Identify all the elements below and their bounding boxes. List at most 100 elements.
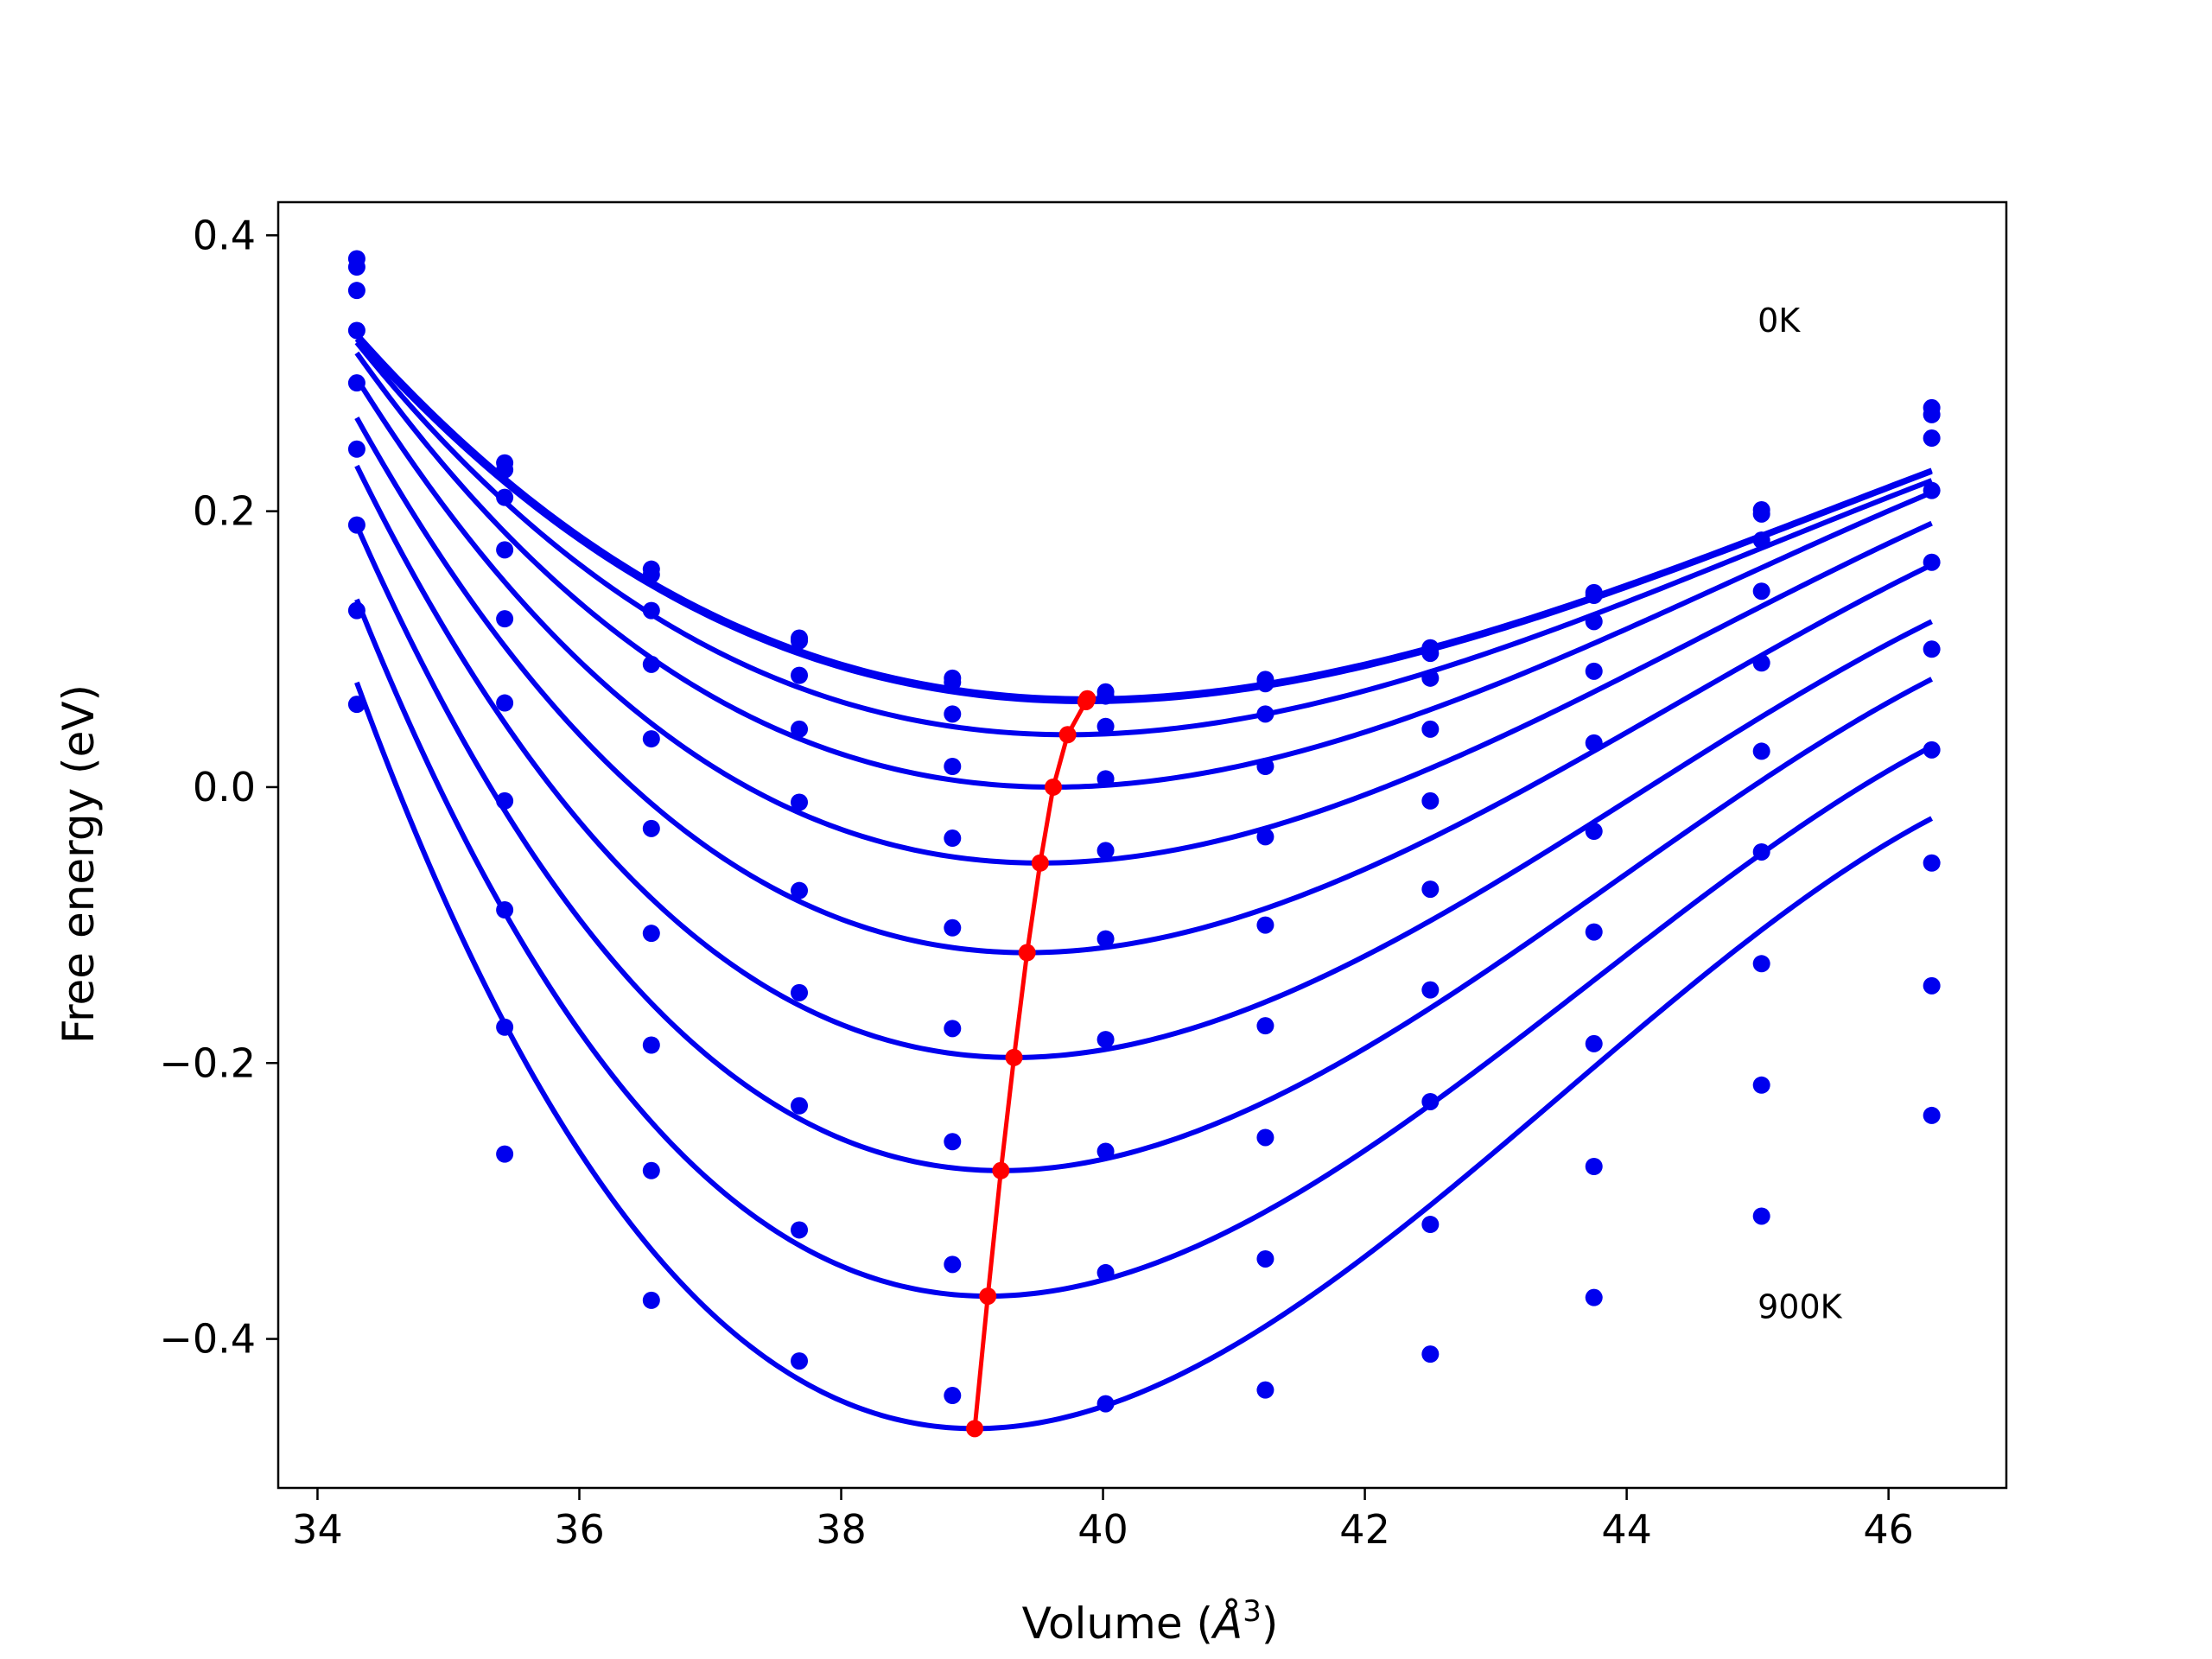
data-point-s8-7: [1421, 1216, 1440, 1234]
x-tick-label-6: 46: [1863, 1506, 1914, 1553]
axes-layer: 34 36 38 40 42 44 46 −0.4 −0.2 0.0 0.2 0.4: [159, 200, 2008, 1553]
data-point-s7-5: [1096, 1142, 1115, 1160]
data-point-s8-0: [347, 696, 365, 714]
data-point-s3-8: [1585, 662, 1603, 680]
fit-curve-8: [354, 598, 1934, 1300]
data-point-s3-5: [1096, 770, 1115, 788]
fit-curve-6: [354, 464, 1933, 1060]
x-tick-label-2: 38: [816, 1506, 867, 1553]
data-point-s2-1: [496, 488, 514, 506]
x-axis-label: Volume (Å3): [1022, 1594, 1279, 1649]
fit-curve-3: [354, 351, 1933, 790]
data-point-s7-1: [496, 901, 514, 919]
annotation-layer: 0K 900K: [1758, 302, 1843, 1326]
data-point-s9-6: [1256, 1381, 1274, 1399]
data-point-s6-0: [347, 516, 365, 534]
data-point-s5-7: [1421, 880, 1440, 899]
data-point-s4-1: [496, 610, 514, 628]
plot-background: [278, 202, 2006, 1488]
data-point-s8-6: [1256, 1249, 1274, 1268]
y-tick-label-0: −0.4: [159, 1316, 256, 1363]
data-point-s4-7: [1421, 791, 1440, 810]
data-point-s5-10: [1923, 640, 1941, 658]
fit-curve-5: [354, 416, 1933, 956]
data-point-s9-7: [1421, 1345, 1440, 1363]
data-point-s5-1: [496, 694, 514, 712]
data-point-s3-0: [347, 321, 365, 340]
data-point-s2-5: [1096, 717, 1115, 735]
x-tick-label-3: 40: [1077, 1506, 1128, 1553]
minimum-point-1: [979, 1287, 997, 1306]
data-point-s7-0: [347, 601, 365, 620]
data-point-s1-2: [642, 566, 660, 584]
data-point-s1-10: [1923, 405, 1941, 423]
x-tick-label-4: 42: [1339, 1506, 1390, 1553]
data-point-s8-5: [1096, 1263, 1115, 1281]
data-point-s5-0: [347, 440, 365, 458]
data-point-s4-2: [642, 730, 660, 748]
data-point-s8-4: [944, 1255, 962, 1274]
data-point-s4-10: [1923, 553, 1941, 571]
fit-curve-2: [354, 340, 1933, 738]
data-point-s9-3: [791, 1352, 809, 1370]
minimum-point-5: [1031, 854, 1049, 872]
minima-line: [972, 697, 1090, 1429]
data-point-s4-4: [944, 830, 962, 848]
fit-curve-4: [354, 377, 1933, 866]
data-point-s5-3: [791, 881, 809, 899]
data-point-s9-10: [1923, 1106, 1941, 1124]
data-point-s8-1: [496, 1018, 514, 1036]
data-point-s1-6: [1256, 675, 1274, 693]
data-point-s9-8: [1585, 1288, 1603, 1306]
data-point-s2-10: [1923, 429, 1941, 448]
x-tick-label-5: 44: [1601, 1506, 1652, 1553]
x-tick-label-0: 34: [292, 1506, 343, 1553]
data-point-s9-4: [944, 1387, 962, 1405]
fit-curve-1: [354, 337, 1933, 704]
data-point-s1-1: [496, 461, 514, 479]
data-point-s2-4: [944, 705, 962, 723]
data-point-s2-0: [347, 282, 365, 300]
minimum-point-7: [1058, 726, 1077, 744]
data-point-s2-8: [1585, 613, 1603, 631]
data-point-s7-8: [1585, 1034, 1603, 1052]
data-point-s4-3: [791, 793, 809, 811]
data-point-s7-6: [1256, 1128, 1274, 1147]
data-point-s9-2: [642, 1291, 660, 1309]
data-point-s4-0: [347, 374, 365, 392]
data-point-s6-8: [1585, 923, 1603, 941]
minimum-point-2: [992, 1161, 1010, 1179]
plot-area: [278, 202, 2006, 1488]
data-point-s2-3: [791, 666, 809, 684]
curves-layer: [354, 332, 1934, 1432]
y-tick-label-2: 0.0: [193, 764, 256, 810]
data-point-s2-7: [1421, 669, 1440, 687]
data-point-s7-10: [1923, 854, 1941, 872]
x-tick-label-1: 36: [554, 1506, 605, 1553]
data-point-s4-8: [1585, 734, 1603, 752]
data-point-s5-4: [944, 918, 962, 937]
data-point-s7-7: [1421, 1092, 1440, 1110]
data-point-s7-2: [642, 1036, 660, 1054]
minima-layer: [966, 690, 1096, 1438]
data-point-s5-6: [1256, 916, 1274, 934]
data-point-s4-9: [1752, 654, 1770, 672]
data-point-s7-4: [944, 1133, 962, 1151]
minimum-point-0: [966, 1420, 984, 1438]
minimum-point-3: [1005, 1048, 1023, 1066]
points-layer: [347, 250, 1941, 1413]
data-point-s1-5: [1096, 687, 1115, 705]
data-point-s3-6: [1256, 757, 1274, 775]
data-point-s5-9: [1752, 742, 1770, 760]
data-point-s6-3: [791, 983, 809, 1001]
data-point-s3-4: [944, 757, 962, 775]
data-point-s9-5: [1096, 1395, 1115, 1413]
data-point-s1-0: [347, 258, 365, 276]
data-point-s2-6: [1256, 705, 1274, 723]
data-point-s6-9: [1752, 842, 1770, 861]
y-tick-label-4: 0.4: [193, 212, 256, 258]
y-tick-label-3: 0.2: [193, 488, 256, 535]
minimum-point-4: [1018, 944, 1036, 962]
data-point-s5-2: [642, 819, 660, 837]
data-point-s5-8: [1585, 823, 1603, 841]
